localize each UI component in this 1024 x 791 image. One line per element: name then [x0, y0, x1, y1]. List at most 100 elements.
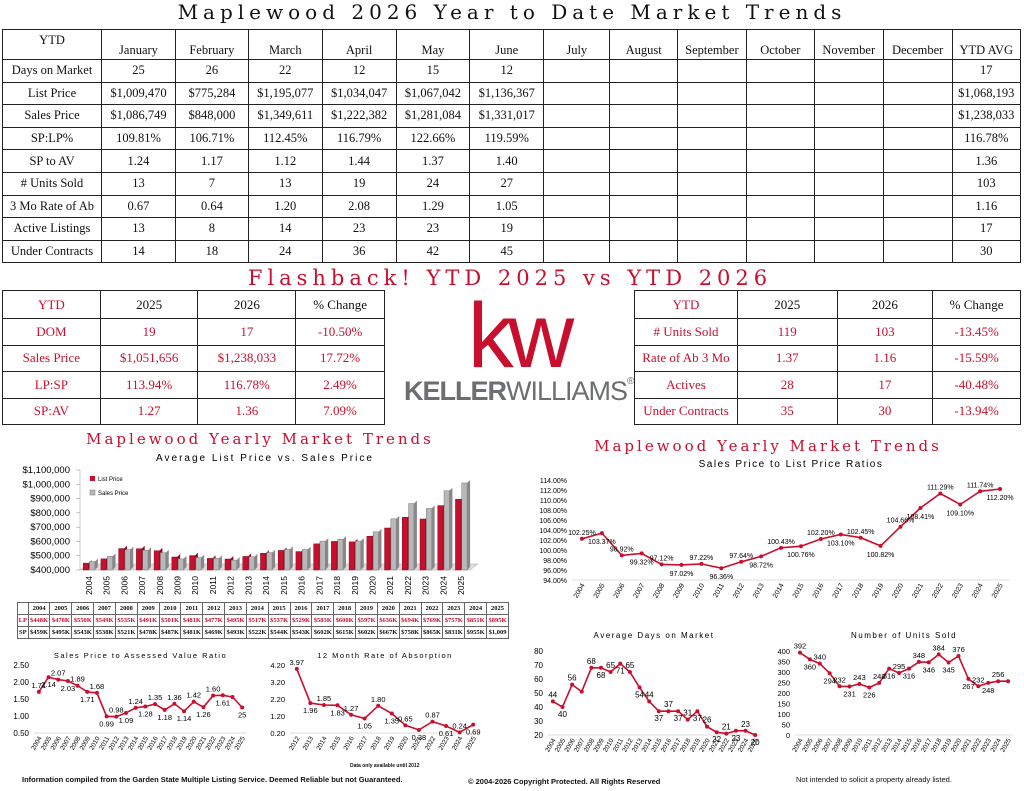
data-point [938, 491, 943, 496]
compare-header-cell: YTD [634, 290, 738, 319]
bar-side [413, 500, 417, 570]
ytd-cell [609, 239, 678, 264]
data-label: 99.32% [630, 559, 654, 566]
ytd-cell [543, 194, 611, 219]
bar-side [289, 546, 293, 570]
ytd-row-label: Sales Price [1, 104, 103, 128]
data-label: 23 [731, 734, 740, 743]
list-price-bar [331, 541, 337, 571]
data-label: 98.72% [749, 562, 773, 569]
data-point [838, 532, 843, 537]
ytd-cell: 13 [101, 171, 176, 196]
price-data-table: 2004 2005 2006 2007 2008 2009 2010 2011 2012 2013… [17, 602, 509, 639]
data-label: 23 [741, 720, 750, 729]
data-label: 340 [814, 653, 827, 662]
data-point [230, 694, 235, 699]
y-tick-label: 110.00% [540, 498, 567, 505]
data-label: 44 [548, 690, 557, 699]
sales-price-bar [372, 531, 379, 571]
data-point [389, 711, 394, 716]
sales-price-bar [248, 556, 255, 571]
absorption-note: Data only available until 2012 [350, 763, 420, 769]
list-price-bar [384, 527, 391, 571]
price-table-cell: $831K [442, 626, 466, 639]
data-label: 54 [635, 690, 644, 699]
data-point [362, 716, 367, 721]
compare-header-cell: 2025 [736, 290, 838, 319]
ytd-row-label: Active Listings [1, 217, 103, 241]
ytd-cell: 103 [951, 171, 1022, 196]
ytd-cell: 1.17 [174, 149, 249, 173]
price-table-row: LP $448K $478K $550K $549K $535K $491K $501K $48… [17, 614, 509, 627]
x-tick-label: 2013 [243, 576, 253, 595]
data-point [162, 707, 167, 712]
legend-swatch [90, 476, 95, 481]
compare-header-cell: YTD [2, 290, 101, 319]
data-label: 26 [703, 716, 712, 725]
ytd-cell [676, 126, 747, 151]
data-point [627, 670, 632, 674]
data-label: 1.80 [371, 695, 386, 704]
data-label: 20 [751, 738, 760, 747]
ytd-table: YTD January February March April May June July A… [1, 29, 1022, 264]
ytd-cell: 17 [951, 217, 1022, 241]
section-title-left: Maplewood Yearly Market Trends [86, 430, 434, 448]
ytd-header-cell: November [813, 29, 884, 60]
x-tick-label: 2009 [672, 582, 686, 599]
compare-row: Rate of Ab 3 Mo 1.37 1.16 -15.59% [634, 344, 1021, 372]
price-table-year: 2014 [245, 602, 269, 615]
list-price-bar [100, 558, 107, 571]
ytd-cell [745, 217, 815, 241]
ytd-header-cell: YTD AVG [951, 29, 1022, 60]
y-tick-label: 104.00% [539, 528, 567, 535]
data-point [887, 666, 892, 671]
ytd-cell: 14 [247, 217, 323, 241]
data-point [618, 661, 623, 666]
data-point [321, 702, 326, 707]
data-point [349, 712, 354, 717]
ytd-cell [676, 194, 747, 219]
chart-title: Number of Units Sold [851, 631, 957, 640]
y-tick-label: 250 [777, 679, 790, 688]
data-point [705, 724, 709, 729]
x-tick-label: 2005 [102, 576, 112, 595]
ytd-header-cell: August [609, 29, 678, 60]
data-point [471, 722, 476, 727]
ytd-cell: 1.20 [247, 194, 323, 219]
ytd-header-cell: March [247, 29, 323, 60]
data-point [153, 702, 158, 707]
price-table-year: 2022 [420, 602, 444, 615]
price-table-cell: $495K [224, 614, 247, 627]
x-tick-label: 2016 [343, 735, 356, 751]
sales-price-bar [195, 557, 202, 571]
ytd-cell [813, 149, 884, 173]
compare-cell: 113.94% [99, 371, 199, 399]
data-label: 71 [616, 667, 625, 676]
ytd-cell [882, 81, 953, 106]
ytd-cell [882, 217, 953, 241]
price-table-row-label: SP [17, 626, 29, 639]
ytd-cell: 12 [469, 59, 545, 83]
data-point [430, 719, 435, 724]
ytd-header-cell: September [676, 29, 747, 60]
data-point [724, 731, 729, 736]
ytd-cell: 116.78% [951, 126, 1022, 151]
price-table-year: 2010 [158, 602, 182, 615]
data-label: 37 [654, 714, 663, 723]
ytd-cell: $1,067,042 [395, 81, 471, 106]
list-price-bar [455, 499, 462, 571]
price-table-cell: $469K [202, 626, 226, 639]
x-tick-label: 2012 [732, 582, 746, 599]
data-point [676, 709, 681, 714]
bar-side [236, 557, 240, 570]
x-tick-label: 2020 [397, 735, 410, 751]
ytd-cell: 42 [395, 239, 471, 264]
list-price-bar [437, 505, 444, 571]
data-point [779, 545, 784, 550]
data-point [308, 701, 313, 706]
bar-side [307, 546, 311, 570]
footer-right: Not intended to solicit a property alrea… [796, 775, 952, 784]
price-table-year: 2023 [442, 602, 466, 615]
y-tick-label: $500,000 [30, 551, 70, 562]
price-table-cell: $529K [289, 614, 313, 627]
